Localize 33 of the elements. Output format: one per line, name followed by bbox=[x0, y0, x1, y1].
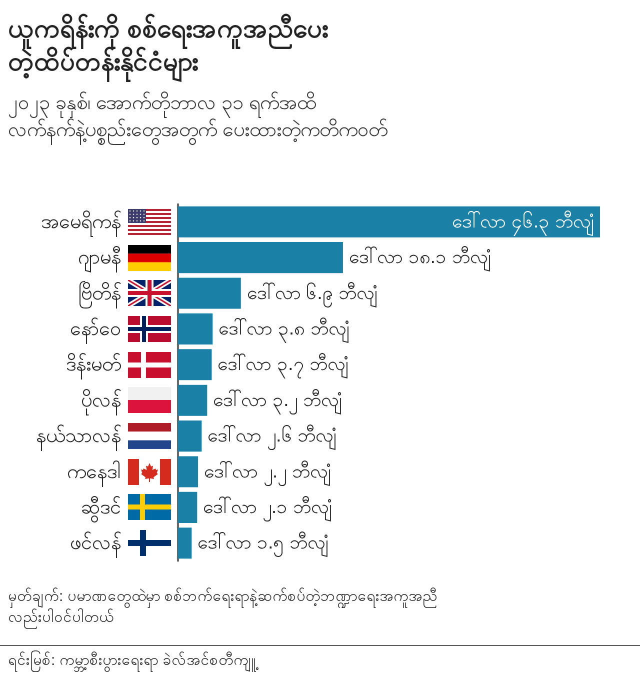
text: ရင်းမြစ်: ကမ္ဘာ့စီးပွားရေးရာ ခဲလ်အင်စတီကျူ့ bbox=[8, 650, 256, 671]
data-label: ဒေါ်လာ ၁.၅ ဘီလျံ bbox=[198, 530, 329, 558]
data-label: ဒေါ်လာ ၃.၂ ဘီလျံ bbox=[213, 388, 342, 415]
data-label: ဒေါ်လာ ၃.၈ ဘီလျံ bbox=[218, 316, 350, 344]
bar bbox=[178, 278, 241, 309]
y-tick-label: ဗြိတိန် bbox=[78, 281, 121, 308]
data-label: ဒေါ်လာ ၁၈.၁ ဘီလျံ bbox=[348, 245, 491, 272]
bar bbox=[178, 420, 202, 452]
bar bbox=[178, 492, 198, 523]
y-tick-label: နယ်သာလန် bbox=[36, 424, 121, 452]
data-label: ဒေါ်လာ ၃.၇ ဘီလျံ bbox=[218, 352, 349, 380]
y-tick-label: နော်ဝေ bbox=[70, 316, 121, 344]
data-label: ဒေါ်လာ ၂.၆ ဘီလျံ bbox=[208, 424, 337, 451]
bar bbox=[178, 528, 192, 559]
y-tick-label: ပိုလန် bbox=[81, 388, 121, 416]
bar bbox=[178, 242, 343, 274]
text: မှတ်ချက်: ပမာဏတွေထဲမှာ စစ်ဘက်ရေးရာနဲ့ဆက်စပ်တဲ့ဘဏ္ဍာရေးအကူအညီ လည်းပါဝင်ပါတယ် bbox=[8, 586, 439, 628]
data-label: ဒေါ်လာ ၂.၁ ဘီလျံ bbox=[203, 494, 332, 522]
bar bbox=[178, 384, 208, 416]
y-tick-label: ကနေဒါ bbox=[67, 460, 121, 487]
data-label: ဒေါ်လာ ၆.၉ ဘီလျံ bbox=[246, 280, 378, 308]
data-label: ဒေါ်လာ ၂.၂ ဘီလျံ bbox=[204, 459, 331, 486]
y-tick-label: ဆွီဒင် bbox=[81, 495, 121, 522]
y-tick-label: ဒိန်းမတ် bbox=[66, 352, 121, 380]
chart-subtitle: ၂၀၂၃ ခုနှစ်၊ အောက်တိုဘာလ ၃၁ ရက်အထိ လက်နက်နဲ့ပစ္စည်းတွေအတွက် ပေးထားတဲ့ကတိကဝတ် bbox=[8, 90, 388, 144]
y-tick-label: အမေရိကန် bbox=[41, 210, 121, 237]
bar bbox=[178, 313, 213, 344]
data-label: ဒေါ်လာ ၄၆.၃ ဘီလျံ bbox=[452, 209, 594, 236]
bar bbox=[178, 349, 212, 380]
y-tick-label: ဂျာမနီ bbox=[78, 246, 121, 273]
bar bbox=[178, 456, 198, 488]
y-tick-label: ဖင်လန် bbox=[70, 531, 121, 558]
bar bbox=[178, 206, 600, 238]
